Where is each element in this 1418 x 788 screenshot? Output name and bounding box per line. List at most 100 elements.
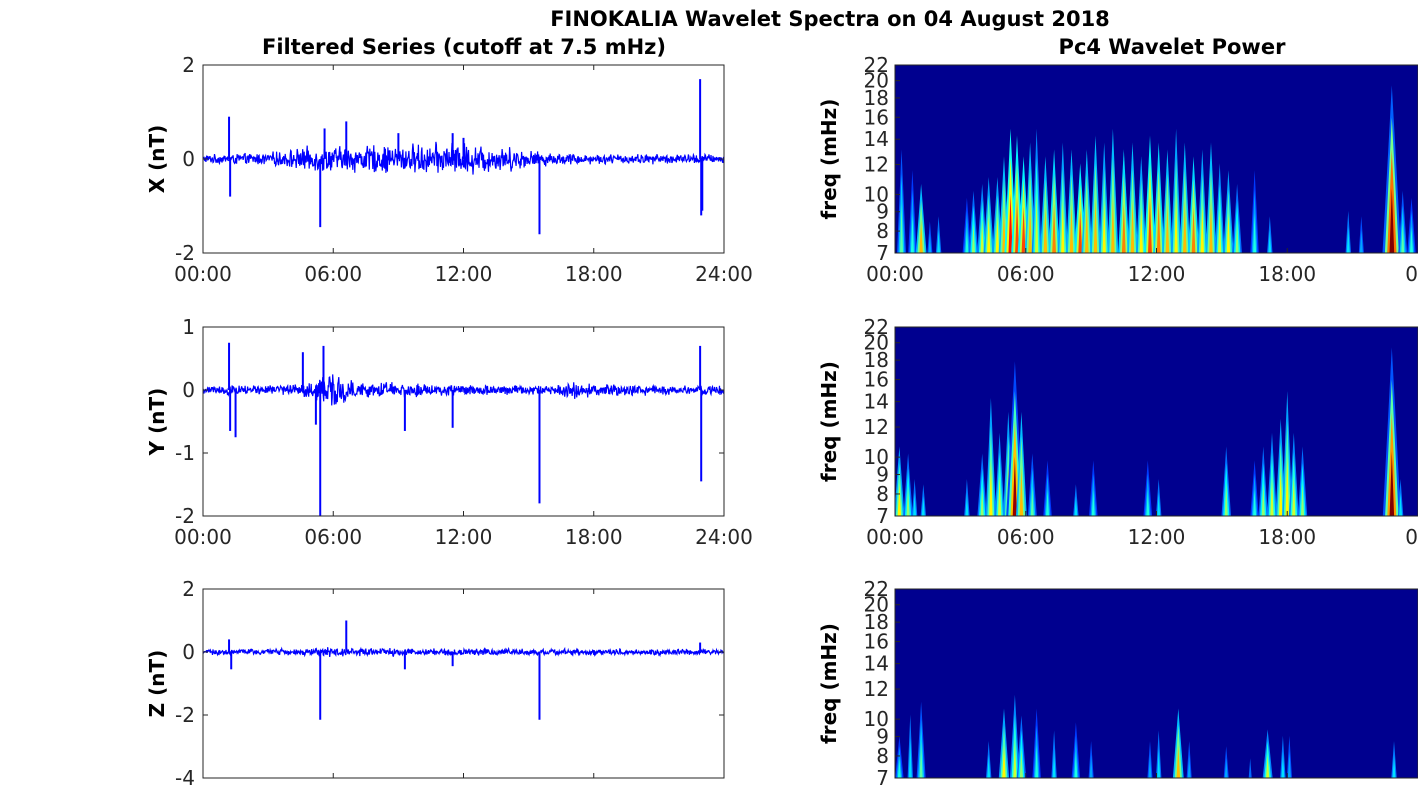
power-event [980, 220, 984, 253]
power-event [1235, 220, 1239, 253]
power-event [921, 496, 925, 516]
power-event [1270, 476, 1274, 516]
y-tick-label: 22 [864, 577, 889, 601]
power-event [1074, 496, 1078, 516]
power-event [1093, 197, 1098, 253]
power-event [900, 203, 903, 253]
y-tick-label: 18 [864, 610, 889, 634]
power-event [1019, 466, 1024, 516]
power-event [1013, 738, 1017, 778]
y-tick-label: 20 [864, 331, 889, 355]
power-event [1292, 476, 1296, 516]
power-event [995, 216, 1000, 253]
power-event [1002, 744, 1006, 778]
power-event [1165, 203, 1170, 253]
y-tick-label: 8 [876, 744, 889, 768]
x-tick-label: 18:00 [565, 525, 623, 549]
x-tick-label: 18:00 [565, 262, 623, 286]
power-event [1052, 203, 1056, 253]
power-event [1346, 226, 1350, 253]
x-tick-label: 00:00 [866, 525, 924, 549]
power-event [1209, 200, 1213, 253]
y-tick-label: 7 [876, 504, 889, 528]
power-event [1389, 188, 1395, 253]
power-event [965, 492, 969, 516]
y-tick-label: 22 [864, 53, 889, 77]
y-axis-label: freq (mHz) [817, 623, 841, 744]
y-tick-label: 20 [864, 593, 889, 617]
power-event [980, 486, 984, 516]
y-tick-label: -1 [175, 441, 195, 465]
y-tick-label: 12 [864, 153, 889, 177]
axes-box [202, 326, 725, 517]
power-event [897, 758, 901, 778]
y-tick-label: 12 [864, 415, 889, 439]
power-event [1091, 489, 1095, 516]
power-event [1111, 193, 1115, 253]
power-event [1392, 754, 1396, 778]
power-event [1130, 200, 1135, 253]
power-event [1285, 456, 1289, 516]
power-event [989, 459, 993, 516]
power-event [1200, 203, 1204, 253]
power-event [1176, 744, 1181, 778]
y-tick-label: 10 [864, 182, 889, 206]
y-tick-label: 2 [182, 577, 195, 601]
power-event [971, 223, 975, 253]
x-tick-label: 00 [1405, 262, 1418, 286]
power-event [1012, 456, 1017, 516]
series-trace [203, 646, 724, 658]
y-tick-label: 0 [182, 147, 195, 171]
power-event [1359, 230, 1363, 253]
power-event [1399, 492, 1403, 516]
power-event [1019, 748, 1023, 778]
power-event [965, 226, 969, 253]
power-event [1002, 206, 1006, 253]
power-event [1191, 206, 1196, 253]
y-tick-label: 22 [864, 315, 889, 339]
y-tick-label: 9 [876, 725, 889, 749]
x-tick-label: 00:00 [174, 525, 232, 549]
power-event [998, 476, 1002, 516]
x-tick-label: 24:00 [695, 262, 753, 286]
y-tick-label: 0 [182, 378, 195, 402]
power-event [1052, 748, 1056, 778]
line-panel-2: -2 -1 0 1 00:00 06:00 12:00 18:00 24:00 Y (nT) [145, 315, 753, 549]
figure-title: FINOKALIA Wavelet Spectra on 04 August 2… [550, 7, 1110, 31]
y-tick-label: 1 [182, 315, 195, 339]
y-tick-label: 0 [182, 640, 195, 664]
x-tick-label: 24:00 [695, 525, 753, 549]
power-event [1268, 230, 1272, 253]
x-tick-label: 00:00 [866, 262, 924, 286]
power-event [910, 213, 914, 253]
x-tick-label: 06:00 [304, 525, 362, 549]
power-event [1028, 200, 1032, 253]
y-tick-label: 14 [864, 127, 889, 151]
y-tick-label: 16 [864, 105, 889, 129]
y-tick-label: 18 [864, 348, 889, 372]
power-event [1035, 193, 1039, 253]
y-tick-label: 10 [864, 445, 889, 469]
power-event [1102, 200, 1106, 253]
power-event [1287, 751, 1291, 778]
y-axis-label: freq (mHz) [817, 361, 841, 482]
power-event [1218, 210, 1222, 253]
power-event [1021, 206, 1026, 253]
y-tick-label: 12 [864, 677, 889, 701]
power-event [1030, 486, 1034, 516]
power-event [1174, 193, 1178, 253]
power-event [1300, 482, 1305, 516]
power-event [1157, 748, 1161, 778]
y-axis-label: Z (nT) [145, 650, 169, 718]
right-column-title: Pc4 Wavelet Power [1059, 35, 1287, 59]
power-event [1146, 489, 1150, 516]
power-event [1248, 758, 1252, 778]
y-tick-label: 14 [864, 652, 889, 676]
x-tick-label: 00 [1405, 525, 1418, 549]
power-event [897, 482, 902, 516]
y-tick-label: 18 [864, 86, 889, 110]
power-event [919, 741, 923, 778]
power-event [1085, 203, 1089, 253]
series-trace [203, 374, 724, 406]
